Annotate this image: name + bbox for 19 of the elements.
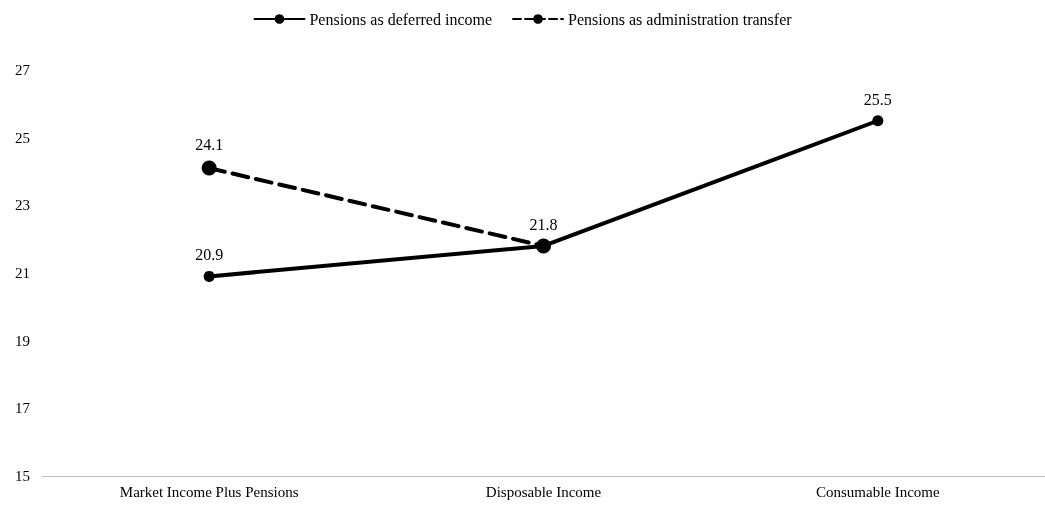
legend-label: Pensions as deferred income [309,10,493,28]
x-tick-label: Disposable Income [485,483,602,500]
y-tick-label: 23 [15,197,30,214]
y-tick-label: 21 [15,265,30,281]
y-tick-label: 27 [15,62,31,78]
data-label: 21.8 [529,215,558,233]
legend-label: Pensions as administration transfer [568,10,793,28]
y-tick-label: 19 [15,332,30,349]
x-tick-label: Market Income Plus Pensions [119,483,299,500]
y-tick-label: 25 [15,129,30,146]
data-label: 25.5 [863,90,892,108]
point [203,270,215,282]
y-tick-label: 15 [15,468,30,484]
y-tick-label: 17 [15,400,31,417]
point [201,160,217,176]
point [872,115,884,127]
x-tick-label: Consumable Income [815,483,941,500]
data-label: 20.9 [195,246,224,264]
data-label: 24.1 [195,136,224,154]
